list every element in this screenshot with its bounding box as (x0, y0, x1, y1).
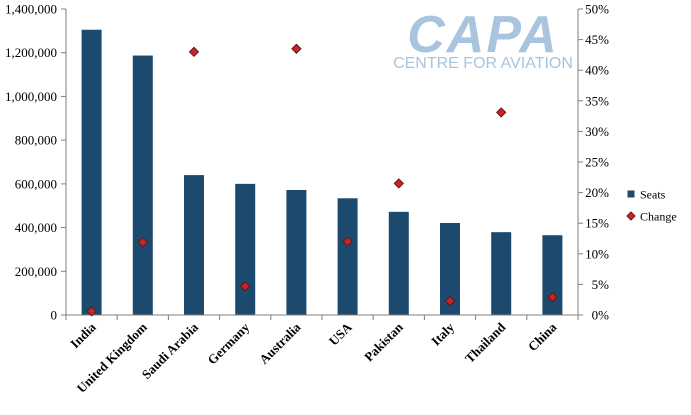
y-right-tick-label: 0% (592, 308, 610, 323)
bar-germany (235, 183, 256, 315)
marker-saudi-arabia (188, 46, 200, 58)
marker-thailand (495, 107, 507, 118)
y-right-tick-label: 10% (585, 246, 609, 261)
y-right-tick-label: 30% (585, 124, 609, 139)
y-left-tick-label: 1,200,000 (5, 45, 57, 60)
x-tick-label: Thailand (462, 319, 509, 366)
x-tick-label: Germany (204, 319, 252, 367)
legend-swatch-seats (627, 190, 635, 198)
x-tick-label: Italy (428, 319, 457, 348)
legend-swatch-change (626, 211, 636, 221)
legend: Seats Change (626, 188, 677, 224)
y-left-tick-label: 600,000 (15, 176, 57, 191)
x-tick-label: USA (326, 319, 355, 348)
marker-united-kingdom (137, 236, 149, 248)
marker-pakistan (393, 178, 405, 189)
y-right-tick-label: 50% (585, 2, 609, 17)
y-left-tick-label: 0 (51, 308, 58, 323)
bar-usa (337, 198, 358, 315)
bar-australia (286, 189, 307, 315)
marker-china (547, 292, 558, 303)
bar-thailand (491, 232, 512, 315)
markers (86, 43, 558, 317)
marker-usa (342, 236, 353, 247)
y-right-tick-label: 35% (585, 93, 609, 108)
x-tick-label: Pakistan (361, 319, 406, 364)
y-left-tick-label: 400,000 (15, 220, 57, 235)
bar-saudi-arabia (184, 175, 204, 315)
marker-australia (291, 43, 302, 54)
marker-germany (239, 281, 251, 292)
bar-italy (440, 222, 460, 315)
bar-china (542, 235, 563, 315)
y-left-tick-label: 800,000 (15, 133, 57, 148)
y-right-tick-label: 40% (585, 63, 609, 78)
y-left-tick-label: 200,000 (15, 264, 57, 279)
y-right-tick-label: 20% (585, 185, 609, 200)
watermark-subtext: CENTRE FOR AVIATION (393, 55, 573, 72)
x-tick-label: Australia (256, 319, 304, 367)
y-left-tick-label: 1,000,000 (5, 89, 57, 104)
x-tick-label: China (525, 319, 560, 354)
capa-watermark: CAPA CENTRE FOR AVIATION (393, 6, 573, 72)
marker-italy (444, 295, 456, 307)
legend-label-change: Change (640, 210, 677, 224)
legend-label-seats: Seats (640, 188, 666, 202)
marker-india (86, 306, 97, 317)
y-left-tick-label: 1,400,000 (5, 2, 57, 17)
watermark-logo: CAPA (407, 6, 558, 64)
bar-pakistan (388, 211, 409, 315)
x-tick-label: India (67, 319, 99, 351)
bars (81, 29, 563, 316)
bar-india (81, 29, 102, 316)
bar-united-kingdom (132, 55, 153, 315)
y-right-tick-label: 15% (585, 216, 609, 231)
y-right-tick-label: 5% (592, 277, 610, 292)
y-right-tick-label: 25% (585, 155, 609, 170)
y-right-tick-label: 45% (585, 32, 609, 47)
